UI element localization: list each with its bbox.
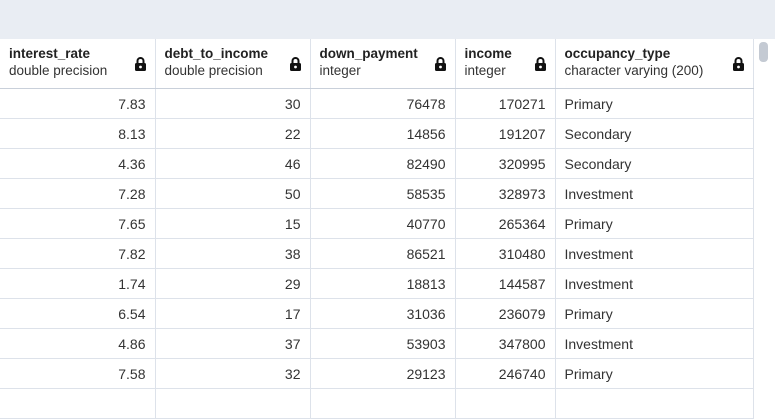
lock-icon bbox=[289, 57, 301, 71]
cell-debt-to-income[interactable]: 30 bbox=[155, 88, 311, 119]
table-row[interactable]: 4.36 46 82490 320995 Secondary bbox=[0, 148, 754, 179]
cell-down-payment[interactable] bbox=[310, 388, 456, 419]
cell-occupancy-type[interactable]: Investment bbox=[555, 328, 754, 359]
column-name: interest_rate bbox=[9, 46, 91, 61]
lock-icon bbox=[732, 57, 744, 71]
cell-occupancy-type[interactable]: Investment bbox=[555, 268, 754, 299]
column-header-occupancy-type[interactable]: occupancy_type character varying (200) bbox=[555, 39, 754, 89]
column-type: double precision bbox=[9, 63, 108, 78]
cell-down-payment[interactable]: 58535 bbox=[310, 178, 456, 209]
cell-interest-rate[interactable]: 7.58 bbox=[0, 358, 156, 389]
cell-interest-rate[interactable]: 7.83 bbox=[0, 88, 156, 119]
column-type: double precision bbox=[164, 63, 263, 78]
cell-occupancy-type[interactable]: Primary bbox=[555, 298, 754, 329]
column-name: occupancy_type bbox=[564, 46, 671, 61]
cell-down-payment[interactable]: 82490 bbox=[310, 148, 456, 179]
cell-occupancy-type[interactable]: Primary bbox=[555, 88, 754, 119]
column-name: debt_to_income bbox=[164, 46, 269, 61]
cell-debt-to-income[interactable] bbox=[155, 388, 311, 419]
cell-interest-rate[interactable]: 4.36 bbox=[0, 148, 156, 179]
cell-interest-rate[interactable]: 4.86 bbox=[0, 328, 156, 359]
cell-income[interactable]: 191207 bbox=[455, 118, 556, 149]
cell-down-payment[interactable]: 29123 bbox=[310, 358, 456, 389]
data-grid: interest_rate double precision debt_to_i… bbox=[0, 39, 754, 419]
cell-down-payment[interactable]: 40770 bbox=[310, 208, 456, 239]
cell-interest-rate[interactable]: 7.28 bbox=[0, 178, 156, 209]
column-type: integer bbox=[319, 63, 361, 78]
table-row[interactable]: 6.54 17 31036 236079 Primary bbox=[0, 298, 754, 329]
cell-interest-rate[interactable]: 8.13 bbox=[0, 118, 156, 149]
lock-icon bbox=[434, 57, 446, 71]
cell-down-payment[interactable]: 18813 bbox=[310, 268, 456, 299]
cell-interest-rate[interactable] bbox=[0, 388, 156, 419]
results-table: interest_rate double precision debt_to_i… bbox=[0, 39, 754, 419]
lock-icon bbox=[534, 57, 546, 71]
cell-income[interactable]: 310480 bbox=[455, 238, 556, 269]
cell-occupancy-type[interactable]: Investment bbox=[555, 238, 754, 269]
header-row: interest_rate double precision debt_to_i… bbox=[0, 39, 754, 89]
cell-income[interactable]: 246740 bbox=[455, 358, 556, 389]
table-row[interactable]: 7.28 50 58535 328973 Investment bbox=[0, 178, 754, 209]
cell-income[interactable] bbox=[455, 388, 556, 419]
cell-occupancy-type[interactable]: Secondary bbox=[555, 118, 754, 149]
cell-occupancy-type[interactable]: Investment bbox=[555, 178, 754, 209]
cell-debt-to-income[interactable]: 17 bbox=[155, 298, 311, 329]
column-type: integer bbox=[464, 63, 506, 78]
toolbar-area bbox=[0, 0, 775, 39]
column-name: down_payment bbox=[319, 46, 418, 61]
cell-income[interactable]: 236079 bbox=[455, 298, 556, 329]
column-type: character varying (200) bbox=[564, 63, 704, 78]
column-header-down-payment[interactable]: down_payment integer bbox=[310, 39, 456, 89]
column-header-income[interactable]: income integer bbox=[455, 39, 556, 89]
table-row[interactable]: 4.86 37 53903 347800 Investment bbox=[0, 328, 754, 359]
table-row[interactable]: 7.65 15 40770 265364 Primary bbox=[0, 208, 754, 239]
cell-debt-to-income[interactable]: 15 bbox=[155, 208, 311, 239]
cell-debt-to-income[interactable]: 29 bbox=[155, 268, 311, 299]
cell-debt-to-income[interactable]: 46 bbox=[155, 148, 311, 179]
cell-occupancy-type[interactable]: Primary bbox=[555, 208, 754, 239]
cell-occupancy-type[interactable]: Primary bbox=[555, 358, 754, 389]
cell-interest-rate[interactable]: 6.54 bbox=[0, 298, 156, 329]
table-row[interactable]: 7.83 30 76478 170271 Primary bbox=[0, 88, 754, 119]
cell-debt-to-income[interactable]: 22 bbox=[155, 118, 311, 149]
cell-income[interactable]: 265364 bbox=[455, 208, 556, 239]
cell-down-payment[interactable]: 86521 bbox=[310, 238, 456, 269]
cell-debt-to-income[interactable]: 32 bbox=[155, 358, 311, 389]
cell-income[interactable]: 170271 bbox=[455, 88, 556, 119]
cell-down-payment[interactable]: 31036 bbox=[310, 298, 456, 329]
table-row[interactable] bbox=[0, 388, 754, 419]
cell-down-payment[interactable]: 53903 bbox=[310, 328, 456, 359]
cell-income[interactable]: 347800 bbox=[455, 328, 556, 359]
cell-income[interactable]: 328973 bbox=[455, 178, 556, 209]
cell-debt-to-income[interactable]: 37 bbox=[155, 328, 311, 359]
table-row[interactable]: 8.13 22 14856 191207 Secondary bbox=[0, 118, 754, 149]
cell-income[interactable]: 320995 bbox=[455, 148, 556, 179]
scrollbar-thumb[interactable] bbox=[759, 42, 768, 62]
cell-interest-rate[interactable]: 7.65 bbox=[0, 208, 156, 239]
cell-occupancy-type[interactable] bbox=[555, 388, 754, 419]
column-header-debt-to-income[interactable]: debt_to_income double precision bbox=[155, 39, 311, 89]
cell-occupancy-type[interactable]: Secondary bbox=[555, 148, 754, 179]
table-row[interactable]: 7.58 32 29123 246740 Primary bbox=[0, 358, 754, 389]
cell-interest-rate[interactable]: 1.74 bbox=[0, 268, 156, 299]
column-header-interest-rate[interactable]: interest_rate double precision bbox=[0, 39, 156, 89]
cell-interest-rate[interactable]: 7.82 bbox=[0, 238, 156, 269]
cell-down-payment[interactable]: 14856 bbox=[310, 118, 456, 149]
table-row[interactable]: 1.74 29 18813 144587 Investment bbox=[0, 268, 754, 299]
cell-debt-to-income[interactable]: 50 bbox=[155, 178, 311, 209]
column-name: income bbox=[464, 46, 512, 61]
cell-income[interactable]: 144587 bbox=[455, 268, 556, 299]
vertical-scrollbar[interactable] bbox=[756, 39, 775, 408]
cell-down-payment[interactable]: 76478 bbox=[310, 88, 456, 119]
cell-debt-to-income[interactable]: 38 bbox=[155, 238, 311, 269]
lock-icon bbox=[134, 57, 146, 71]
table-row[interactable]: 7.82 38 86521 310480 Investment bbox=[0, 238, 754, 269]
